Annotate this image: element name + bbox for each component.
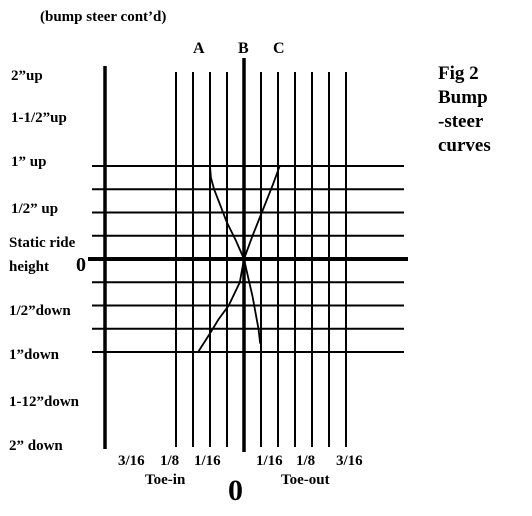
series-label-c: C bbox=[273, 40, 285, 57]
curve-a bbox=[209, 165, 262, 344]
y-axis-label: height bbox=[9, 259, 49, 275]
figure-caption-line: Bump bbox=[438, 87, 488, 108]
y-axis-label: 1/2” up bbox=[11, 201, 58, 217]
page-header: (bump steer cont’d) bbox=[40, 9, 167, 25]
x-side-label-toe-in: Toe-in bbox=[145, 472, 186, 488]
y-axis-label: 0 bbox=[76, 254, 86, 276]
x-zero-label: 0 bbox=[228, 474, 243, 507]
x-tick-label: 1/16 bbox=[194, 453, 221, 469]
chart-axes bbox=[88, 58, 408, 452]
x-side-label-toe-out: Toe-out bbox=[281, 472, 330, 488]
y-axis-label: 1” up bbox=[11, 154, 46, 170]
x-tick-label: 3/16 bbox=[118, 453, 145, 469]
y-axis-label: 1-1/2”up bbox=[11, 110, 67, 126]
y-axis-label: 1”down bbox=[9, 347, 60, 363]
x-tick-label: 1/8 bbox=[160, 453, 179, 469]
y-axis-label: 1/2”down bbox=[9, 303, 71, 319]
series-label-b: B bbox=[238, 40, 249, 57]
x-tick-label: 3/16 bbox=[336, 453, 363, 469]
series-label-a: A bbox=[193, 40, 205, 57]
y-axis-label: Static ride bbox=[9, 235, 76, 251]
y-axis-label: 2”up bbox=[11, 68, 43, 84]
curve-c bbox=[197, 165, 281, 353]
x-tick-label: 1/16 bbox=[256, 453, 283, 469]
figure-caption: Fig 2 Bump -steer curves bbox=[438, 62, 491, 158]
y-axis-label: 2” down bbox=[9, 438, 63, 454]
y-axis-label: 1-12”down bbox=[9, 394, 80, 410]
figure-caption-line: -steer bbox=[438, 111, 484, 132]
figure-caption-line: Fig 2 bbox=[438, 63, 479, 84]
chart-labels: A B C 2”up 1-1/2”up 1” up 1/2” up Static ride he… bbox=[9, 40, 363, 507]
chart-curves bbox=[197, 165, 281, 353]
figure-caption-line: curves bbox=[438, 135, 491, 156]
x-tick-label: 1/8 bbox=[296, 453, 315, 469]
